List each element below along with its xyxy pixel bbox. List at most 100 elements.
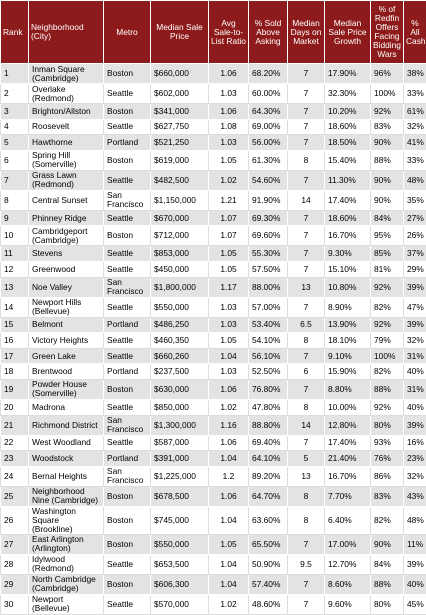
table-cell: 22 [1, 435, 29, 451]
table-cell: Bernal Heights [29, 466, 104, 486]
table-cell: 83% [371, 486, 404, 506]
table-cell: 60.00% [249, 84, 288, 104]
column-header: Rank [1, 1, 29, 64]
table-cell: 18.60% [325, 119, 371, 135]
table-cell: $1,150,000 [151, 190, 209, 210]
table-cell: 63.60% [249, 506, 288, 534]
table-cell: 25 [1, 486, 29, 506]
table-cell: 7 [288, 104, 325, 120]
table-cell: 8 [288, 333, 325, 349]
table-cell: 88% [371, 574, 404, 594]
table-cell: 7 [288, 135, 325, 151]
table-cell: $619,000 [151, 150, 209, 170]
table-cell: 32% [404, 466, 426, 486]
table-cell: 93% [371, 435, 404, 451]
table-cell: 43% [404, 486, 426, 506]
table-cell: 33% [404, 150, 426, 170]
table-cell: Green Lake [29, 348, 104, 364]
table-cell: Woodstock [29, 451, 104, 467]
table-cell: 1.05 [209, 261, 249, 277]
table-cell: $1,225,000 [151, 466, 209, 486]
table-cell: 16.70% [325, 226, 371, 246]
table-cell: 26 [1, 506, 29, 534]
table-cell: $341,000 [151, 104, 209, 120]
table-cell: Belmont [29, 317, 104, 333]
table-cell: 1.03 [209, 317, 249, 333]
table-cell: 82% [371, 364, 404, 380]
table-cell: 10 [1, 226, 29, 246]
table-cell: Washington Square (Brookline) [29, 506, 104, 534]
table-cell: 16% [404, 435, 426, 451]
table-cell: 14 [288, 190, 325, 210]
table-cell: 11.30% [325, 170, 371, 190]
table-cell: $670,000 [151, 210, 209, 226]
table-cell: Boston [104, 486, 151, 506]
table-cell: 57.40% [249, 574, 288, 594]
column-header: Median Sale Price Growth [325, 1, 371, 64]
table-cell: 15 [1, 317, 29, 333]
column-header: % All Cash [404, 1, 426, 64]
table-cell: 48% [404, 170, 426, 190]
table-cell: 61.30% [249, 150, 288, 170]
table-cell: 8.80% [325, 379, 371, 399]
table-cell: 24 [1, 466, 29, 486]
table-cell: 38% [404, 64, 426, 84]
table-cell: 1.06 [209, 379, 249, 399]
table-cell: 14 [288, 415, 325, 435]
table-cell: 7 [288, 534, 325, 554]
table-cell: $550,000 [151, 534, 209, 554]
table-cell: 69.00% [249, 119, 288, 135]
table-cell: 57.00% [249, 297, 288, 317]
table-cell: 16 [1, 333, 29, 349]
table-cell: 57.50% [249, 261, 288, 277]
table-cell: 39% [404, 317, 426, 333]
table-cell: 95% [371, 226, 404, 246]
table-cell: $653,500 [151, 554, 209, 574]
table-cell: 80% [371, 594, 404, 614]
table-cell: Victory Heights [29, 333, 104, 349]
table-cell: $570,000 [151, 594, 209, 614]
table-cell: $712,000 [151, 226, 209, 246]
table-cell: 33% [404, 84, 426, 104]
table-cell: 39% [404, 277, 426, 297]
table-cell: 27 [1, 534, 29, 554]
table-cell: 14 [1, 297, 29, 317]
table-cell: $391,000 [151, 451, 209, 467]
table-cell: 7 [288, 435, 325, 451]
table-cell: 1.17 [209, 277, 249, 297]
table-cell: 15.10% [325, 261, 371, 277]
table-cell: Phinney Ridge [29, 210, 104, 226]
table-cell: 15.40% [325, 150, 371, 170]
table-cell: 1.02 [209, 170, 249, 190]
table-cell: 17.00% [325, 534, 371, 554]
table-cell: 69.40% [249, 435, 288, 451]
table-cell: 1 [1, 64, 29, 84]
table-cell: 41% [404, 135, 426, 151]
table-cell: 52.50% [249, 364, 288, 380]
table-cell: Seattle [104, 554, 151, 574]
table-cell: 56.00% [249, 135, 288, 151]
table-cell: Brighton/Allston [29, 104, 104, 120]
table-cell: 6 [1, 150, 29, 170]
table-cell: $627,750 [151, 119, 209, 135]
table-cell: Central Sunset [29, 190, 104, 210]
table-cell: 32% [404, 119, 426, 135]
table-cell: 88% [371, 150, 404, 170]
table-cell: 69.60% [249, 226, 288, 246]
table-cell: 18.50% [325, 135, 371, 151]
table-cell: 80% [371, 415, 404, 435]
table-cell: 4 [1, 119, 29, 135]
column-header: Metro [104, 1, 151, 64]
column-header: % of Redfin Offers Facing Bidding Wars [371, 1, 404, 64]
